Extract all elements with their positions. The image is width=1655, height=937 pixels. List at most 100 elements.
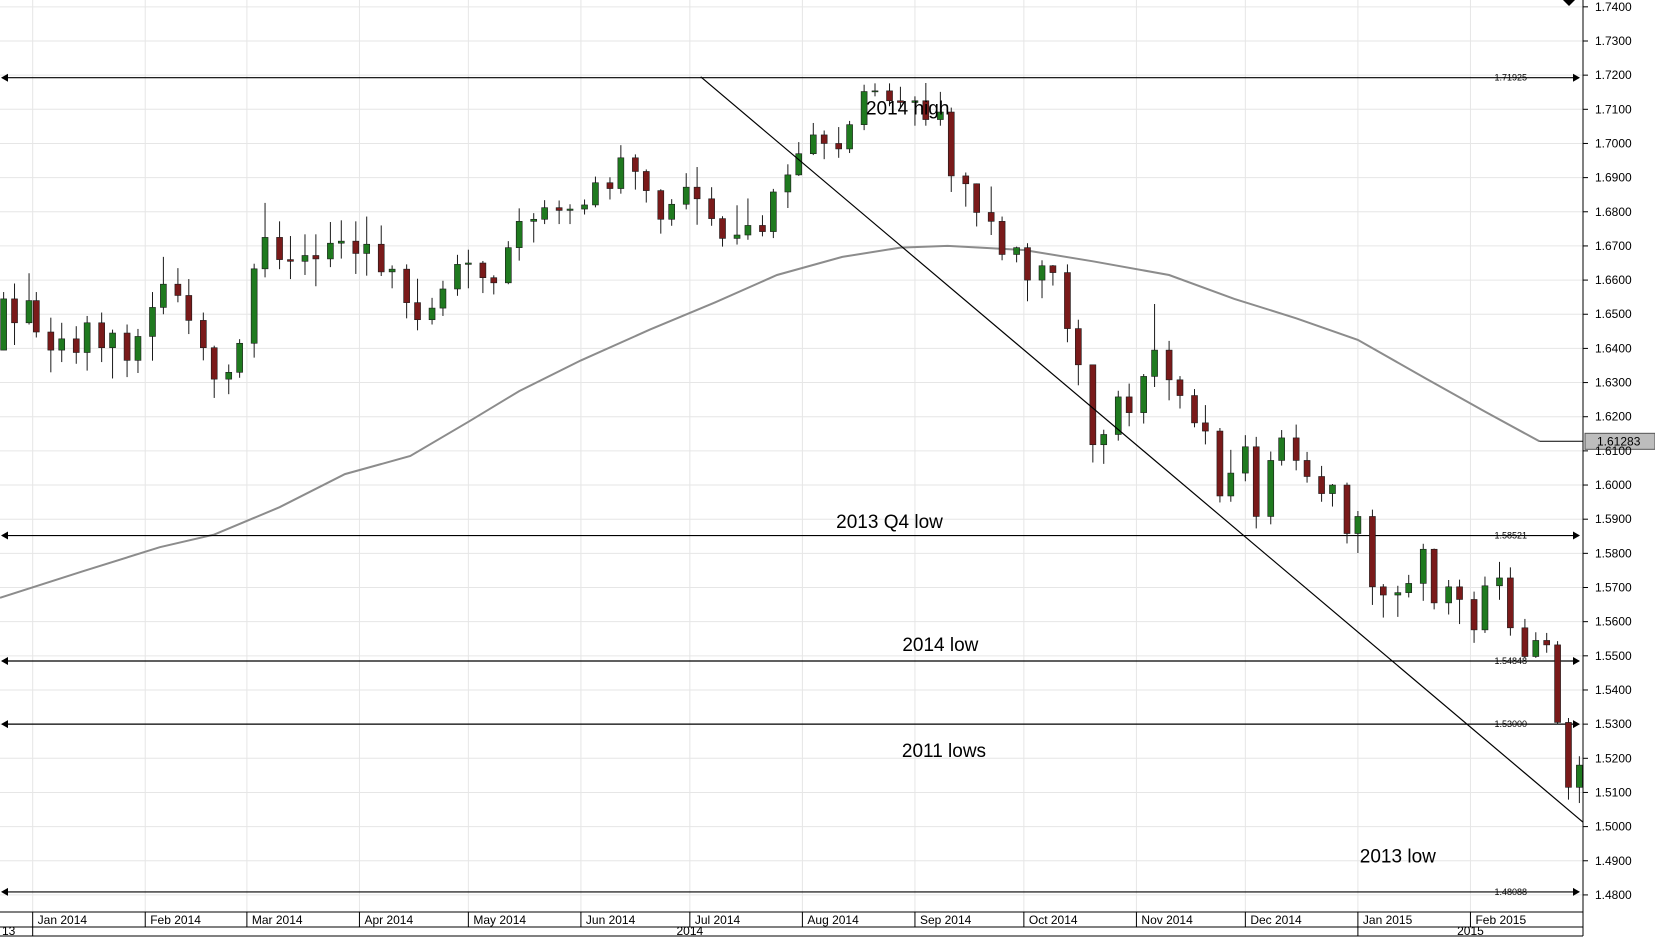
candle-down <box>276 221 283 270</box>
candle-body <box>1507 577 1514 629</box>
candle-down <box>414 278 421 331</box>
moving-average-line <box>0 244 1540 599</box>
candle-down <box>287 236 294 280</box>
candle-body <box>682 186 690 205</box>
y-tick-label: 1.6100 <box>1595 444 1632 458</box>
x-left-edge-label: 13 <box>2 924 16 937</box>
candle-down <box>377 225 385 276</box>
candle-body <box>1329 484 1336 494</box>
candle-body <box>134 336 142 361</box>
candle-down <box>1369 509 1376 605</box>
candle-up <box>592 176 599 208</box>
candle-body <box>530 218 538 222</box>
candle-down <box>185 279 193 335</box>
candle-body <box>83 322 91 353</box>
candle-down <box>1075 319 1082 386</box>
candle-body <box>962 175 970 185</box>
candle-up <box>1481 576 1489 633</box>
y-tick-label: 1.7200 <box>1595 68 1632 82</box>
candle-body <box>1252 446 1260 517</box>
level-arrow-right <box>1573 531 1580 540</box>
level-tag: 1.71925 <box>1494 73 1527 83</box>
candle-body <box>719 218 726 239</box>
candle-up <box>809 122 817 156</box>
candle-body <box>911 100 919 103</box>
candle-body <box>784 174 792 193</box>
candle-down <box>1202 405 1209 445</box>
candle-body <box>693 186 701 200</box>
support-resistance-levels: 1.71925 1.58521 1.54848 1.53000 1.48088 <box>1 73 1580 897</box>
candle-down <box>922 83 930 126</box>
level-annotation: 2013 Q4 low <box>836 512 943 533</box>
candle-body <box>770 191 777 232</box>
candle-down <box>693 167 701 225</box>
candle-down <box>403 264 410 319</box>
x-tick-label: May 2014 <box>473 913 526 927</box>
candle-body <box>225 372 233 380</box>
candle-body <box>1089 364 1097 446</box>
candle-down <box>312 234 320 287</box>
moving-average-layer: 1.61283 <box>0 244 1655 599</box>
x-tick-label: Feb 2014 <box>150 913 201 927</box>
level-tag: 1.58521 <box>1494 531 1527 541</box>
candle-down <box>479 260 487 294</box>
candle-down <box>1318 465 1325 502</box>
candle-body <box>1292 437 1300 461</box>
candle-body <box>1456 586 1463 600</box>
candle-body <box>886 90 893 102</box>
candle-down <box>555 200 563 225</box>
candle-body <box>327 242 334 260</box>
candle-body <box>490 277 498 284</box>
moving-average-price-tag <box>1584 432 1655 450</box>
annotations: 2014 high 2013 Q4 low 2014 low 2011 lows 201… <box>836 99 1436 868</box>
candle-down <box>886 83 893 107</box>
candle-up <box>860 84 868 131</box>
candle-body <box>1024 247 1031 281</box>
candle-body <box>1445 586 1452 604</box>
candle-up <box>744 198 752 240</box>
candle-body <box>1100 434 1108 446</box>
candle-up <box>1267 451 1275 525</box>
candle-body <box>276 237 283 260</box>
candle-body <box>809 134 817 155</box>
candle-body <box>1064 272 1071 329</box>
candle-body <box>1191 395 1198 424</box>
candle-body <box>1140 376 1147 413</box>
candle-up <box>250 263 258 358</box>
candle-up <box>581 199 588 215</box>
candle-up <box>1242 435 1249 482</box>
candle-up <box>541 200 548 225</box>
candle-up <box>428 297 436 325</box>
trendline-layer <box>700 76 1584 823</box>
candle-down <box>1165 340 1173 401</box>
y-tick-label: 1.5600 <box>1595 615 1632 629</box>
y-tick-label: 1.6200 <box>1595 410 1632 424</box>
candle-body <box>1227 472 1235 497</box>
candle-body <box>733 234 741 239</box>
candle-body <box>1114 396 1122 435</box>
candle-down <box>1252 436 1260 529</box>
candle-down <box>719 216 726 247</box>
candle-down <box>1543 632 1550 653</box>
candle-body <box>210 347 218 380</box>
candle-body <box>871 90 879 93</box>
candle-body <box>428 307 436 321</box>
level-annotation: 2013 low <box>1360 847 1436 868</box>
candle-down <box>1064 264 1071 343</box>
y-tick-label: 1.5400 <box>1595 683 1632 697</box>
candle-body <box>632 157 639 172</box>
candle-body <box>312 255 320 260</box>
candle-up <box>134 328 142 373</box>
candle-body <box>657 190 665 220</box>
candle-body <box>1216 430 1224 497</box>
candle-down <box>835 127 842 158</box>
candle-body <box>1049 265 1057 273</box>
level-arrow-right <box>1573 887 1580 896</box>
candle-up <box>1114 390 1122 441</box>
y-tick-label: 1.7000 <box>1595 136 1632 150</box>
candle-body <box>1565 722 1572 788</box>
candle-body <box>185 295 193 321</box>
candle-body <box>1369 516 1376 588</box>
